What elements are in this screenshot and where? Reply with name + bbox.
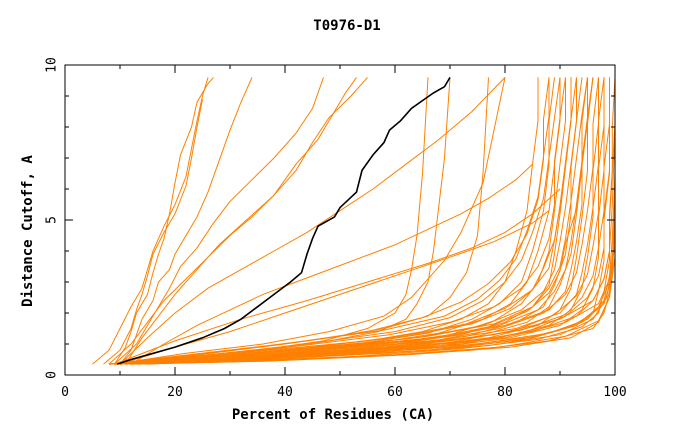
series-line-48 [108, 77, 566, 365]
series-line-4 [119, 77, 253, 365]
series-line-38 [136, 158, 616, 365]
series-line-47 [108, 77, 550, 365]
series-line-6 [108, 77, 368, 365]
series-line-32 [119, 77, 605, 365]
series-line-14 [108, 77, 429, 365]
series-line-2 [103, 99, 203, 365]
x-axis: 0 20 40 60 80 100 [61, 65, 627, 400]
x-tick-label: 20 [167, 385, 183, 400]
series-line-49 [114, 77, 572, 365]
series-line-11 [114, 188, 561, 365]
series-line-36 [130, 77, 616, 365]
series-line-8 [119, 77, 506, 365]
y-axis: 0 5 10 [45, 57, 615, 379]
series-line-15 [114, 77, 506, 365]
series-line-10 [119, 210, 550, 365]
series-line-37 [130, 96, 616, 365]
x-tick-label: 60 [387, 385, 403, 400]
series-line-34 [125, 77, 616, 365]
series-line-16 [108, 77, 539, 365]
highlight-layer [117, 76, 451, 365]
series-line-17 [108, 77, 555, 365]
y-tick-label: 0 [45, 371, 60, 379]
series-line-44 [125, 77, 599, 365]
x-tick-label: 80 [497, 385, 513, 400]
series-layer [92, 77, 616, 365]
series-line-31 [119, 77, 594, 365]
series-line-40 [114, 77, 550, 365]
series-line-35 [125, 77, 616, 365]
series-line-3 [114, 77, 214, 365]
series-line-43 [119, 77, 588, 365]
y-tick-label: 5 [45, 216, 60, 224]
series-line-1 [92, 77, 209, 365]
chart-title: T0976-D1 [313, 18, 380, 34]
series-line-13 [108, 77, 451, 365]
x-axis-label: Percent of Residues (CA) [232, 407, 434, 423]
series-line-42 [119, 77, 583, 365]
series-line-45 [125, 77, 605, 365]
series-line-9 [130, 163, 533, 365]
series-line-24 [114, 77, 599, 365]
series-line-5 [114, 77, 324, 365]
series-line-50 [114, 126, 616, 365]
series-line-19 [108, 77, 566, 365]
y-tick-label: 10 [45, 57, 60, 73]
highlight-line [117, 76, 451, 365]
y-axis-label: Distance Cutoff, A [20, 155, 36, 307]
series-line-7 [125, 77, 357, 365]
series-line-53 [147, 219, 616, 365]
series-line-39 [119, 77, 561, 365]
x-tick-label: 0 [61, 385, 69, 400]
x-tick-label: 40 [277, 385, 293, 400]
x-tick-label: 100 [603, 385, 626, 400]
series-line-46 [130, 77, 610, 365]
